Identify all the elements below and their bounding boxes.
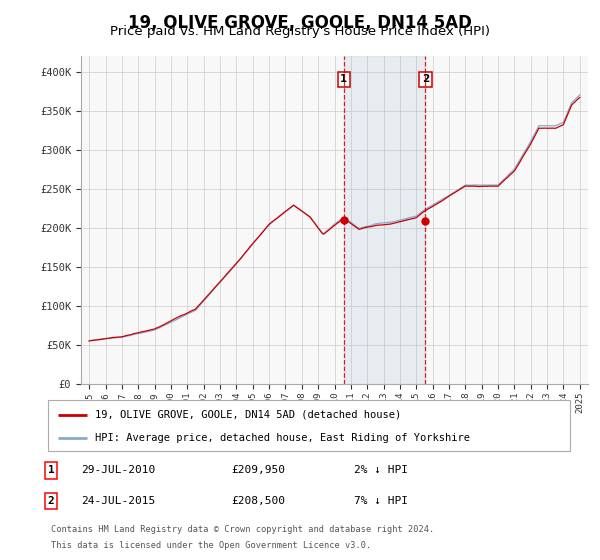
Text: 2% ↓ HPI: 2% ↓ HPI [354, 465, 408, 475]
Text: 7% ↓ HPI: 7% ↓ HPI [354, 496, 408, 506]
Text: 1: 1 [47, 465, 55, 475]
Bar [344, 56, 425, 384]
FancyBboxPatch shape [48, 400, 570, 451]
Text: 24-JUL-2015: 24-JUL-2015 [81, 496, 155, 506]
Text: £208,500: £208,500 [231, 496, 285, 506]
Text: £209,950: £209,950 [231, 465, 285, 475]
Text: Price paid vs. HM Land Registry's House Price Index (HPI): Price paid vs. HM Land Registry's House … [110, 25, 490, 38]
Text: 1: 1 [340, 74, 347, 85]
Text: 2: 2 [47, 496, 55, 506]
Text: 19, OLIVE GROVE, GOOLE, DN14 5AD (detached house): 19, OLIVE GROVE, GOOLE, DN14 5AD (detach… [95, 409, 401, 419]
Text: 29-JUL-2010: 29-JUL-2010 [81, 465, 155, 475]
Text: HPI: Average price, detached house, East Riding of Yorkshire: HPI: Average price, detached house, East… [95, 433, 470, 443]
Text: This data is licensed under the Open Government Licence v3.0.: This data is licensed under the Open Gov… [51, 542, 371, 550]
Text: 19, OLIVE GROVE, GOOLE, DN14 5AD: 19, OLIVE GROVE, GOOLE, DN14 5AD [128, 14, 472, 32]
Text: Contains HM Land Registry data © Crown copyright and database right 2024.: Contains HM Land Registry data © Crown c… [51, 525, 434, 534]
Text: 2: 2 [422, 74, 429, 85]
